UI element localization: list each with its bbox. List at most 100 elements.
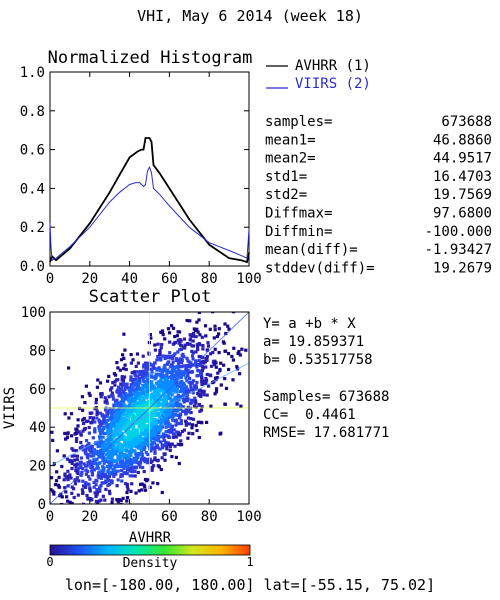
scatter-point: [153, 425, 157, 429]
scatter-point: [138, 392, 142, 396]
scatter-point: [212, 336, 216, 340]
scatter-point: [134, 410, 138, 414]
stat-label: mean2=: [265, 151, 316, 167]
histogram-x-tick-label: 20: [81, 271, 98, 287]
scatter-point: [85, 439, 89, 443]
scatter-point: [172, 353, 176, 358]
stat-value: -100.000: [425, 224, 492, 240]
scatter-point: [186, 370, 190, 374]
histogram-legend: AVHRR (1) VIIRS (2): [266, 58, 371, 92]
scatter-point: [103, 414, 107, 418]
scatter-point: [86, 419, 90, 423]
scatter-point: [148, 333, 152, 337]
scatter-point: [161, 432, 165, 436]
scatter-point: [169, 388, 173, 392]
scatter-point: [178, 389, 182, 394]
scatter-point: [156, 403, 161, 408]
scatter-point: [96, 440, 100, 444]
scatter-point: [92, 468, 96, 472]
scatter-point: [168, 340, 172, 344]
scatter-point: [140, 488, 144, 492]
histogram-y-tick-label: 0.0: [20, 259, 45, 275]
scatter-point: [112, 417, 116, 421]
scatter-point: [156, 413, 160, 417]
histogram-y-tick-label: 0.6: [20, 143, 45, 159]
scatter-point: [131, 380, 135, 384]
scatter-point: [91, 416, 95, 420]
scatter-point: [177, 364, 181, 368]
scatter-point: [119, 460, 123, 464]
scatter-point: [127, 404, 131, 408]
scatter-point: [113, 452, 118, 456]
scatter-point: [144, 419, 148, 423]
scatter-point: [63, 412, 67, 416]
scatter-point: [238, 353, 242, 357]
scatter-point: [200, 368, 205, 373]
scatter-point: [104, 438, 108, 442]
scatter-point: [101, 435, 105, 439]
scatter-point: [108, 453, 112, 457]
scatter-point: [100, 392, 104, 396]
scatter-x-tick-label: 40: [121, 509, 138, 525]
scatter-point: [154, 407, 159, 411]
scatter-point: [141, 379, 146, 383]
scatter-point: [114, 402, 118, 406]
scatter-point: [74, 449, 78, 453]
scatter-point: [132, 432, 136, 437]
scatter-point: [164, 395, 168, 399]
scatter-point: [151, 400, 155, 404]
scatter-point: [106, 429, 110, 433]
scatter-point: [111, 411, 115, 415]
scatter-point: [122, 403, 126, 407]
scatter-point: [156, 390, 160, 394]
scatter-point: [105, 414, 109, 418]
scatter-point: [137, 444, 141, 448]
scatter-point: [69, 476, 73, 480]
scatter-point: [170, 324, 174, 328]
scatter-point: [159, 423, 163, 427]
scatter-point: [151, 481, 155, 485]
scatter-point: [116, 401, 120, 405]
scatter-point: [175, 370, 179, 374]
scatter-point: [124, 447, 128, 451]
scatter-point: [194, 359, 198, 363]
scatter-point: [55, 479, 59, 483]
scatter-point: [184, 409, 188, 413]
scatter-point: [111, 469, 115, 473]
scatter-point: [142, 470, 146, 474]
scatter-point: [94, 449, 99, 453]
scatter-point: [137, 385, 141, 389]
scatter-point: [133, 391, 137, 395]
scatter-point: [70, 454, 74, 458]
scatter-point: [191, 334, 195, 338]
scatter-point: [129, 430, 133, 434]
scatter-point: [121, 407, 126, 411]
scatter-point: [181, 352, 185, 356]
scatter-point: [166, 424, 170, 428]
scatter-point: [148, 397, 153, 401]
scatter-point: [201, 389, 205, 394]
scatter-point: [136, 412, 140, 416]
scatter-point: [127, 505, 130, 508]
scatter-point: [127, 386, 131, 390]
scatter-point: [76, 471, 80, 475]
stat-value: 19.2679: [433, 260, 492, 276]
scatter-point: [188, 376, 192, 380]
scatter-point: [125, 409, 129, 413]
scatter-point: [195, 320, 199, 324]
scatter-point: [162, 402, 166, 407]
scatter-point: [164, 433, 168, 437]
scatter-point: [84, 444, 88, 449]
scatter-point: [161, 386, 165, 390]
scatter-point: [167, 413, 172, 417]
scatter-point: [95, 491, 100, 495]
scatter-point: [139, 399, 144, 403]
scatter-point: [171, 326, 176, 330]
scatter-point: [110, 456, 114, 460]
scatter-point: [70, 434, 74, 438]
scatter-point: [169, 391, 173, 395]
scatter-point: [214, 377, 218, 382]
scatter-point: [143, 375, 147, 379]
scatter-point: [99, 440, 103, 444]
scatter-point: [204, 365, 208, 369]
